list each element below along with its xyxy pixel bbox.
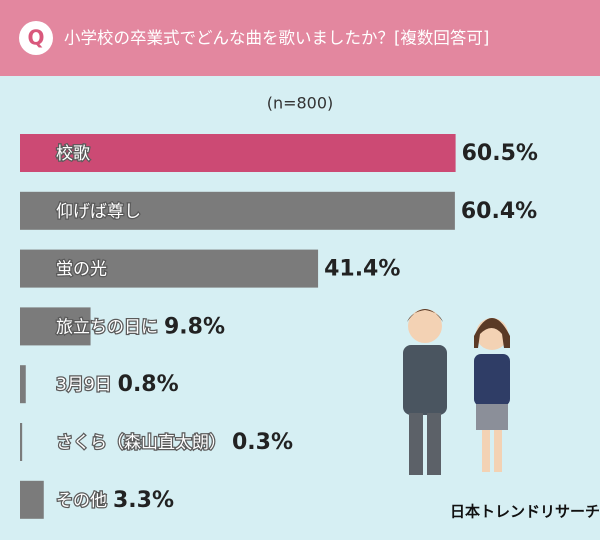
category-label: 校歌	[56, 144, 90, 164]
value-label: 41.4%	[324, 257, 400, 282]
value-label: 9.8%	[164, 314, 225, 339]
bar	[20, 249, 319, 288]
badge-circle	[19, 21, 53, 55]
source: 日本トレンドリサーチ	[450, 503, 600, 521]
illustration	[403, 309, 510, 475]
category-label: 蛍の光	[56, 260, 107, 280]
subtitle: (n=800)	[267, 94, 334, 113]
category-label: 旅立ちの日に	[56, 317, 158, 337]
category-label: さくら（森山直太朗）	[56, 433, 226, 453]
value-label: 3.3%	[113, 488, 174, 513]
bar	[20, 480, 44, 519]
bar	[20, 134, 456, 172]
bar	[20, 423, 23, 461]
value-label: 60.5%	[462, 141, 538, 166]
bar	[20, 307, 91, 346]
value-label: 0.8%	[118, 372, 179, 397]
value-label: 0.3%	[232, 430, 293, 455]
category-label: 3月9日	[56, 375, 112, 395]
badge: Q	[27, 26, 44, 50]
value-label: 60.4%	[461, 199, 537, 224]
bar	[20, 365, 26, 404]
category-label: 仰げば尊し	[56, 202, 141, 222]
bar	[20, 191, 455, 230]
header	[0, 0, 600, 76]
category-label: その他	[56, 491, 107, 511]
chart-title: 小学校の卒業式でどんな曲を歌いましたか？[複数回答可]	[64, 29, 489, 48]
